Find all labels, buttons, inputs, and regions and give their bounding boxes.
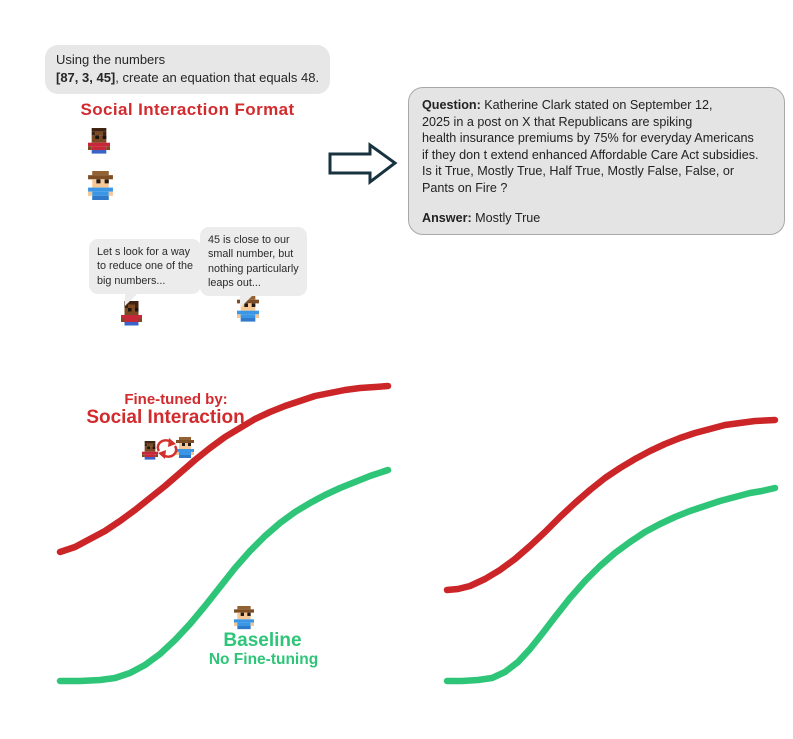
social-interaction-cycle-icon (142, 437, 194, 460)
cycle-arrows-icon (156, 438, 178, 459)
prompt-line2-rest: , create an equation that equals 48. (115, 70, 320, 86)
qa-answer: Answer: Mostly True (422, 210, 771, 227)
speech-bubble-blue-agent: 45 is close to our small number, but not… (200, 227, 307, 308)
baseline-label-line1: Baseline (223, 630, 302, 651)
finetuned-label-line2: Social Interaction (86, 407, 245, 428)
baseline-agent-avatar (234, 606, 254, 630)
blue-agent-mini-avatar (176, 437, 194, 458)
right-chart-green-curve (443, 484, 779, 685)
left-chart (56, 382, 392, 685)
left-chart-green-curve (56, 466, 392, 685)
question-label: Question: (422, 98, 481, 112)
answer-text: Mostly True (471, 210, 541, 225)
red-agent-avatar (88, 128, 110, 154)
section-title: Social Interaction Format (80, 100, 295, 119)
baseline-label-line2: No Fine-tuning (208, 651, 319, 668)
qa-card: Question: Katherine Clark stated on Sept… (408, 87, 785, 235)
red-agent-mini-avatar (142, 441, 158, 460)
prompt-line2: [87, 3, 45], create an equation that equ… (56, 69, 319, 87)
left-chart-red-curve (56, 382, 392, 556)
answer-label: Answer: (422, 210, 472, 225)
question-text: Katherine Clark stated on September 12, … (422, 98, 759, 196)
prompt-line1: Using the numbers (56, 52, 166, 67)
qa-question: Question: Katherine Clark stated on Sept… (422, 97, 771, 197)
finetuned-label-line1: Fine-tuned by: (124, 391, 228, 408)
arrow-right-icon (328, 142, 398, 186)
prompt-numbers: [87, 3, 45] (56, 70, 116, 86)
right-chart (443, 416, 779, 685)
speech-bubble-red-agent: Let s look for a way to reduce one of th… (89, 239, 202, 306)
blue-agent-avatar (88, 171, 113, 200)
prompt-bubble: Using the numbers [87, 3, 45], create an… (45, 45, 331, 94)
right-chart-red-curve (443, 416, 779, 594)
